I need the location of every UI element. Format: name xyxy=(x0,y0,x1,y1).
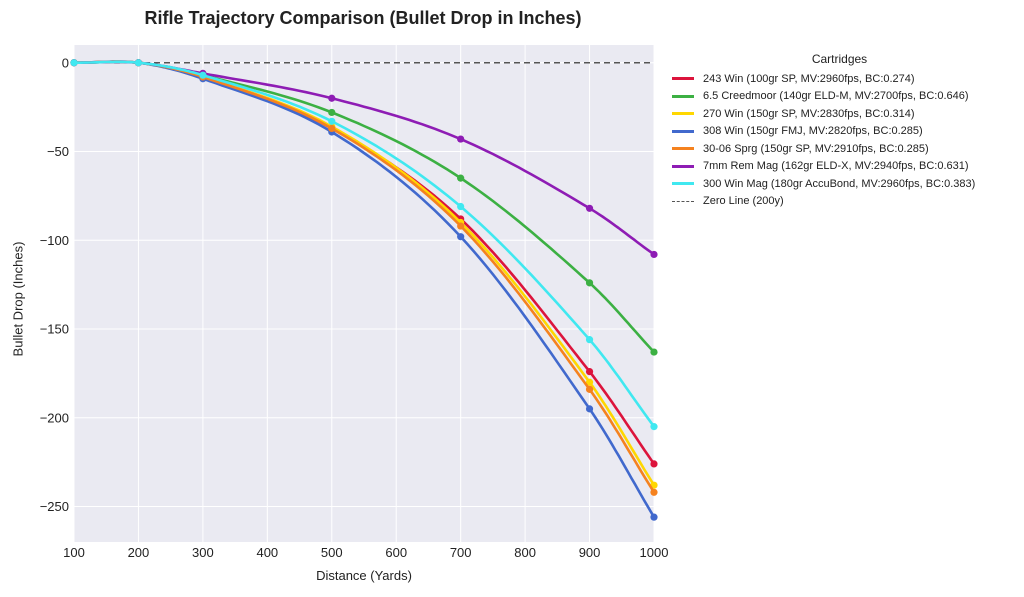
legend-item-308-win: 308 Win (150gr FMJ, MV:2820fps, BC:0.285… xyxy=(672,123,1012,141)
data-point-270-win xyxy=(585,378,594,386)
data-point-7mm-rem-mag xyxy=(650,250,658,259)
legend-swatch xyxy=(672,200,694,202)
data-point-6-5-creedmoor xyxy=(585,279,594,287)
legend-label: 6.5 Creedmoor (140gr ELD-M, MV:2700fps, … xyxy=(703,90,969,103)
data-point-300-win-mag xyxy=(585,336,594,344)
legend-swatch xyxy=(672,182,694,186)
x-tick-label: 200 xyxy=(128,545,150,560)
x-tick-label: 600 xyxy=(385,545,407,560)
y-tick-label: −50 xyxy=(47,144,69,159)
data-point-6-5-creedmoor xyxy=(328,108,336,117)
legend-item-270-win: 270 Win (150gr SP, MV:2830fps, BC:0.314) xyxy=(672,105,1012,123)
legend-label: 270 Win (150gr SP, MV:2830fps, BC:0.314) xyxy=(703,107,915,120)
legend: Cartridges 243 Win (100gr SP, MV:2960fps… xyxy=(672,52,1012,210)
data-point-300-win-mag xyxy=(650,423,658,431)
chart-title: Rifle Trajectory Comparison (Bullet Drop… xyxy=(144,8,582,28)
data-point-6-5-creedmoor xyxy=(457,174,465,182)
data-point-243-win xyxy=(650,460,658,468)
data-point-30-06-sprg xyxy=(650,488,658,496)
y-tick-label: −150 xyxy=(40,322,69,337)
data-point-7mm-rem-mag xyxy=(328,94,336,102)
legend-swatch xyxy=(672,129,694,133)
legend-item-300-win-mag: 300 Win Mag (180gr AccuBond, MV:2960fps,… xyxy=(672,175,1012,193)
x-tick-label: 1000 xyxy=(640,545,669,560)
legend-title: Cartridges xyxy=(811,52,868,66)
data-point-308-win xyxy=(650,513,658,521)
data-point-30-06-sprg xyxy=(328,124,336,133)
plot-background xyxy=(74,45,654,542)
legend-label: 30-06 Sprg (150gr SP, MV:2910fps, BC:0.2… xyxy=(703,142,929,155)
legend-item-30-06-sprg: 30-06 Sprg (150gr SP, MV:2910fps, BC:0.2… xyxy=(672,140,1012,158)
legend-label: Zero Line (200y) xyxy=(703,195,784,208)
data-point-7mm-rem-mag xyxy=(457,135,465,143)
data-point-300-win-mag xyxy=(134,59,143,67)
data-point-30-06-sprg xyxy=(585,385,594,393)
data-point-300-win-mag xyxy=(199,71,207,79)
data-point-308-win xyxy=(585,405,594,413)
x-tick-label: 300 xyxy=(192,545,214,560)
y-tick-label: 0 xyxy=(62,55,69,70)
legend-item-6-5-creedmoor: 6.5 Creedmoor (140gr ELD-M, MV:2700fps, … xyxy=(672,88,1012,106)
legend-label: 7mm Rem Mag (162gr ELD-X, MV:2940fps, BC… xyxy=(703,160,969,173)
data-point-243-win xyxy=(585,368,594,376)
legend-label: 300 Win Mag (180gr AccuBond, MV:2960fps,… xyxy=(703,177,976,190)
legend-swatch xyxy=(672,94,694,98)
legend-item-zero-line: Zero Line (200y) xyxy=(672,193,1012,211)
legend-swatch xyxy=(672,164,694,168)
data-point-7mm-rem-mag xyxy=(585,204,594,212)
y-tick-label: −100 xyxy=(40,233,69,248)
legend-label: 243 Win (100gr SP, MV:2960fps, BC:0.274) xyxy=(703,72,915,85)
legend-item-7mm-rem-mag: 7mm Rem Mag (162gr ELD-X, MV:2940fps, BC… xyxy=(672,158,1012,176)
x-axis-label: Distance (Yards) xyxy=(316,568,412,583)
x-tick-label: 700 xyxy=(450,545,472,560)
x-tick-label: 400 xyxy=(256,545,278,560)
legend-item-243-win: 243 Win (100gr SP, MV:2960fps, BC:0.274) xyxy=(672,70,1012,88)
x-tick-label: 900 xyxy=(579,545,601,560)
data-point-300-win-mag xyxy=(457,202,465,211)
y-tick-label: −200 xyxy=(40,410,69,425)
x-tick-label: 100 xyxy=(63,545,85,560)
legend-swatch xyxy=(672,112,694,116)
data-point-308-win xyxy=(457,233,465,241)
legend-swatch xyxy=(672,77,694,81)
data-point-300-win-mag xyxy=(70,59,78,67)
data-point-6-5-creedmoor xyxy=(650,348,658,356)
data-point-30-06-sprg xyxy=(457,222,465,230)
legend-swatch xyxy=(672,147,694,151)
x-tick-label: 800 xyxy=(514,545,536,560)
x-tick-label: 500 xyxy=(321,545,343,560)
legend-label: 308 Win (150gr FMJ, MV:2820fps, BC:0.285… xyxy=(703,125,923,138)
data-point-300-win-mag xyxy=(328,117,336,125)
y-tick-label: −250 xyxy=(40,499,69,514)
